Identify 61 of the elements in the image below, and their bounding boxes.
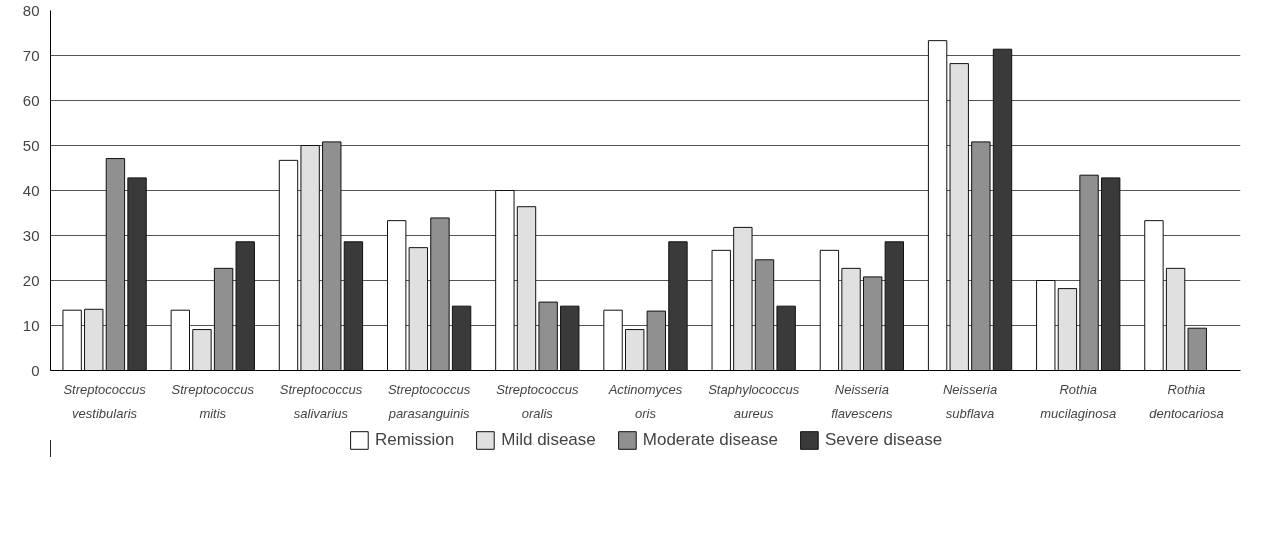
bar [754,259,775,371]
bar [603,309,623,371]
bar [1165,267,1186,371]
bar [1036,280,1056,371]
bar [1079,174,1099,371]
y-tick-label: 20 [22,271,40,289]
y-tick-label: 40 [22,181,40,199]
category-label: Streptococcus vestibularis [63,381,146,421]
bar [127,177,147,371]
legend-label: Moderate disease [642,430,778,450]
bar [1100,177,1121,371]
bar [62,309,82,371]
category-label: Neisseria flavescens [831,381,893,421]
y-tick-label: 60 [22,91,40,109]
category-label: Rothia mucilaginosa [1040,381,1117,421]
bar [343,241,364,371]
bar [1144,220,1164,371]
bar [733,226,753,371]
category-label: Streptococcus parasanguinis [387,381,471,421]
bar [192,329,212,371]
bar [668,241,688,371]
category-label: Actinomyces oris [608,381,683,421]
bar [105,158,126,371]
bar [495,190,515,371]
y-tick-label: 10 [22,316,40,334]
bar [300,145,320,371]
y-tick-label: 70 [22,46,40,64]
bar [170,309,191,371]
y-tick-label: 0 [31,361,40,379]
bar [278,159,299,371]
legend-label: Remission [374,430,455,450]
bar [516,206,537,371]
bar [971,141,991,371]
bar [451,305,472,371]
category-label: Neisseria subflava [942,381,998,421]
category-label: Streptococcus salivarius [279,381,363,421]
bar [322,141,342,371]
y-tick-label: 80 [22,1,40,19]
bar [1057,288,1078,371]
category-label: Rothia dentocariosa [1149,381,1224,421]
category-label: Streptococcus oralis [496,381,579,421]
bar [711,249,731,371]
bar [776,305,796,371]
bar [560,305,580,371]
legend-label: Mild disease [501,430,596,450]
bar [841,267,861,371]
bar [949,63,969,371]
bar [1187,327,1207,371]
bar [992,48,1013,371]
legend-label: Severe disease [824,430,943,450]
y-tick-label: 50 [22,136,40,154]
bar [819,249,840,371]
bar [235,241,255,371]
bar [430,217,450,371]
bar [538,301,558,371]
bar [927,40,948,371]
category-label: Staphylococcus aureus [708,381,800,421]
bar [213,267,234,371]
category-label: Streptococcus mitis [171,381,254,421]
y-tick-label: 30 [22,226,40,244]
bar [84,308,104,371]
